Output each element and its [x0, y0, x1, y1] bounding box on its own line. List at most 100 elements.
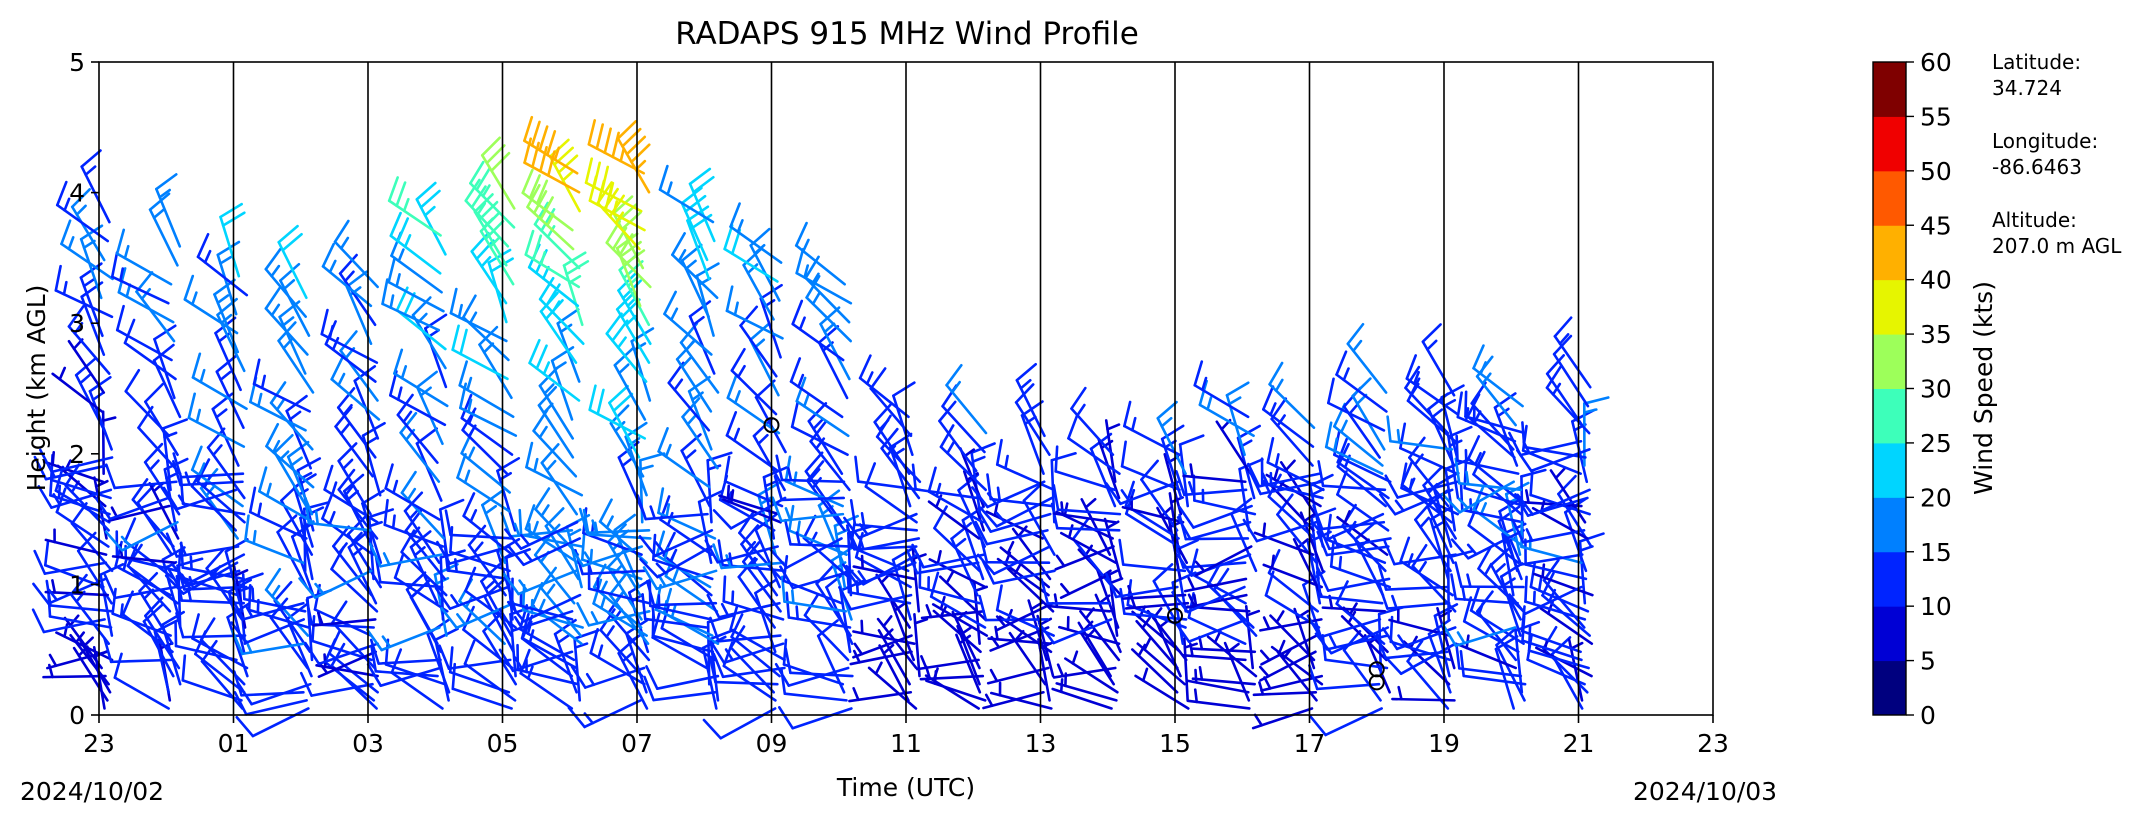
wind-barb: [384, 463, 441, 521]
wind-barb: [533, 201, 581, 270]
wind-barb: [578, 507, 651, 535]
wind-barb: [1182, 463, 1247, 484]
wind-barb: [576, 602, 651, 627]
wind-barb: [1186, 688, 1251, 710]
wind-barb: [718, 484, 780, 516]
wind-barb: [174, 619, 238, 662]
wind-barb: [712, 652, 786, 679]
wind-barb: [60, 219, 114, 281]
wind-barb: [368, 542, 443, 568]
wind-barb: [1421, 323, 1456, 397]
wind-barb: [1316, 530, 1390, 557]
wind-barb: [1333, 402, 1384, 467]
wind-barb: [638, 529, 714, 558]
wind-barb: [206, 427, 246, 500]
wind-barb: [481, 489, 507, 565]
wind-barb: [171, 553, 246, 585]
wind-barb: [1269, 610, 1316, 662]
x-tick-label: 15: [1159, 729, 1191, 758]
wind-barb: [32, 577, 107, 605]
wind-barb: [1050, 502, 1121, 532]
wind-barb: [1405, 354, 1459, 416]
wind-barb: [487, 248, 514, 324]
wind-barb: [1508, 431, 1583, 457]
wind-barb: [795, 247, 853, 305]
wind-barb: [712, 496, 787, 530]
wind-barb: [152, 343, 182, 419]
wind-barb: [389, 211, 442, 275]
wind-barb: [1454, 457, 1523, 492]
wind-barb: [333, 219, 379, 289]
colorbar-segment: [1873, 279, 1906, 335]
colorbar-tick-label: 0: [1920, 701, 1936, 730]
wind-barb: [415, 181, 447, 256]
wind-barb: [1124, 488, 1181, 548]
wind-barb: [791, 299, 845, 362]
wind-barb: [1391, 685, 1456, 702]
colorbar-segment: [1873, 225, 1906, 281]
wind-barb: [1327, 377, 1386, 432]
wind-barb: [807, 402, 844, 475]
wind-barb: [911, 543, 986, 569]
wind-barb: [1052, 501, 1117, 524]
wind-barb: [854, 455, 921, 492]
wind-barb: [1399, 422, 1459, 475]
wind-barb: [1260, 674, 1324, 692]
wind-barb: [1455, 642, 1523, 678]
wind-barb: [1134, 667, 1190, 710]
wind-barb: [244, 514, 305, 565]
wind-barb: [663, 290, 713, 356]
wind-barb: [867, 661, 918, 710]
wind-barb: [504, 520, 579, 551]
wind-barb: [852, 619, 916, 645]
colorbar-tick-label: 15: [1920, 538, 1952, 567]
wind-barb: [396, 393, 439, 464]
wind-barb: [655, 530, 712, 589]
colorbar-tick-label: 30: [1920, 375, 1952, 404]
wind-barb: [1378, 583, 1451, 610]
wind-barb: [974, 520, 1049, 546]
wind-barb: [1123, 400, 1181, 457]
wind-barb: [1511, 518, 1586, 544]
wind-barb: [1022, 482, 1056, 556]
wind-barb: [126, 543, 172, 613]
wind-barb: [1553, 316, 1592, 389]
wind-barb: [1441, 623, 1517, 648]
wind-barb: [927, 466, 985, 524]
wind-barb: [790, 401, 849, 457]
wind-barb: [794, 221, 846, 286]
wind-barbs: [31, 115, 1610, 740]
wind-barb: [1183, 576, 1248, 593]
wind-barb: [1070, 386, 1115, 457]
wind-barb: [317, 650, 378, 678]
wind-barb: [370, 645, 439, 678]
wind-barb: [321, 242, 373, 308]
wind-barb: [723, 224, 779, 283]
wind-barb: [608, 384, 641, 459]
wind-barb: [982, 690, 1045, 710]
wind-barb: [858, 354, 910, 419]
wind-barb: [905, 549, 980, 575]
wind-barb: [739, 305, 778, 378]
wind-barb: [688, 167, 716, 243]
wind-barb: [1198, 379, 1255, 438]
wind-barb: [1268, 361, 1316, 429]
wind-barb: [1194, 545, 1253, 577]
wind-barb: [1040, 578, 1112, 605]
wind-barb: [784, 647, 854, 678]
wind-barb: [645, 665, 720, 690]
colorbar-segment: [1873, 388, 1906, 444]
wind-barb: [1457, 634, 1518, 670]
wind-barb: [729, 202, 783, 264]
wind-barb: [913, 612, 929, 678]
wind-barb: [115, 304, 173, 362]
wind-barb: [374, 556, 444, 589]
wind-barb: [1054, 445, 1117, 492]
colorbar-tick-label: 5: [1920, 647, 1936, 676]
wind-barb: [436, 540, 511, 565]
wind-barb: [172, 460, 244, 487]
wind-barb: [869, 367, 913, 438]
wind-barb: [1258, 650, 1317, 682]
wind-barb: [773, 474, 846, 502]
